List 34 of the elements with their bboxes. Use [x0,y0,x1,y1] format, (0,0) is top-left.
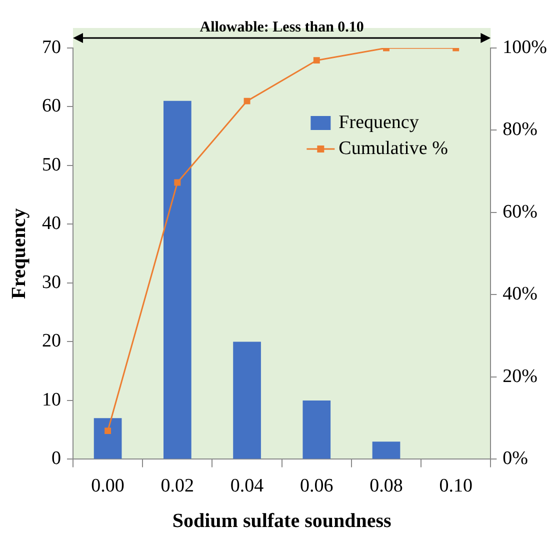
y-tick-label: 20 [42,330,61,352]
y2-tick-label: 100% [502,36,548,58]
bar [163,100,192,459]
y2-tick-label: 20% [502,366,538,387]
x-tick-label: 0.06 [300,476,334,497]
y2-tick-label: 40% [502,284,538,305]
point [244,98,250,104]
y-tick-label: 10 [42,389,61,410]
bar [302,400,331,459]
x-tick-label: 0.08 [370,476,403,497]
y2-tick-label: 80% [502,119,538,140]
bar [233,342,261,459]
y-tick-label: 30 [42,272,61,293]
point [174,179,181,186]
x-tick-label: 0.10 [439,476,472,497]
point [313,57,320,64]
x-tick-label: 0.00 [91,476,124,497]
point [104,428,112,434]
y-tick-label: 40 [42,213,61,234]
y-tick-label: 70 [42,36,61,58]
legend-label: Cumulative % [338,138,448,159]
legend-label: Frequency [338,112,420,133]
y-tick-label: 0 [52,448,61,470]
y-tick-label: 60 [42,96,61,117]
bar [94,418,122,459]
y2-tick-label: 60% [502,201,538,222]
x-tick-label: 0.04 [230,476,264,497]
y-axis-title: Frequency [8,208,30,299]
x-tick-label: 0.02 [160,476,194,497]
bar [372,442,400,459]
text: Allowable: Less than 0.10 [200,19,364,36]
y2-tick-label: 0% [502,448,528,470]
y-tick-label: 50 [42,154,61,176]
x-axis-title: Sodium sulfate soundness [172,510,392,532]
